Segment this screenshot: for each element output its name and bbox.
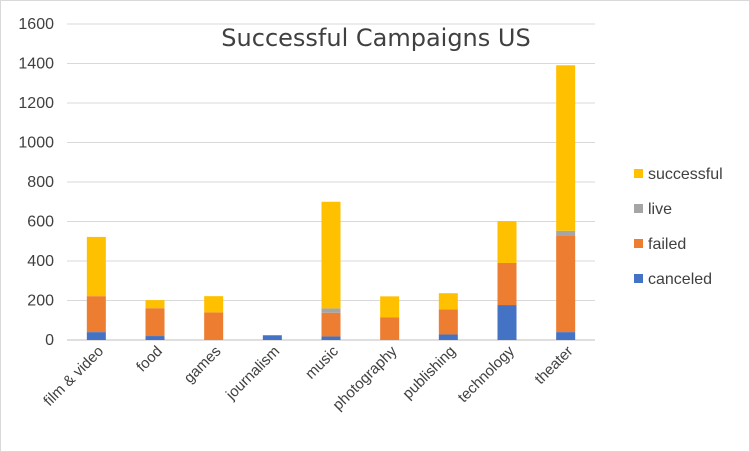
y-tick-label: 1600 — [18, 16, 54, 33]
legend-label-failed: failed — [648, 236, 686, 253]
bar-segment-successful — [145, 300, 165, 309]
legend-swatch-successful — [634, 169, 643, 178]
bar-segment-canceled — [86, 332, 106, 340]
chart-title: Successful Campaigns US — [221, 24, 530, 52]
bar-segment-canceled — [556, 332, 576, 340]
y-tick-label: 800 — [27, 174, 54, 191]
y-tick-label: 1400 — [18, 56, 54, 73]
bar-segment-failed — [204, 312, 224, 340]
legend-label-canceled: canceled — [648, 271, 712, 288]
bar-segment-successful — [556, 65, 576, 231]
legend-swatch-live — [634, 204, 643, 213]
y-tick-label: 1200 — [18, 95, 54, 112]
bar-segment-failed — [380, 317, 400, 340]
bar-segment-successful — [321, 201, 341, 309]
bar-segment-successful — [497, 221, 517, 263]
y-tick-label: 400 — [27, 253, 54, 270]
bar-segment-successful — [204, 296, 224, 313]
bar-segment-live — [556, 230, 576, 236]
legend: successful live failed canceled — [634, 166, 723, 288]
bar-segment-canceled — [438, 334, 458, 340]
bar-segment-canceled — [497, 305, 517, 340]
y-tick-label: 1000 — [18, 135, 54, 152]
bar-segment-failed — [497, 262, 517, 306]
bars — [86, 65, 576, 340]
bar-segment-live — [321, 308, 341, 313]
bar-segment-successful — [438, 293, 458, 310]
legend-swatch-canceled — [634, 274, 643, 283]
legend-swatch-failed — [634, 239, 643, 248]
y-tick-label: 0 — [45, 332, 54, 349]
bar-segment-canceled — [321, 336, 341, 340]
y-tick-label: 200 — [27, 293, 54, 310]
bar-segment-canceled — [145, 336, 165, 340]
bar-segment-failed — [438, 309, 458, 335]
bar-segment-failed — [556, 235, 576, 333]
bar-segment-successful — [380, 296, 400, 318]
bar-segment-canceled — [262, 335, 282, 340]
bar-segment-failed — [145, 308, 165, 337]
bar-segment-failed — [321, 312, 341, 337]
y-axis-ticks: 0 200 400 600 800 1000 1200 1400 1600 — [18, 16, 54, 349]
legend-label-successful: successful — [648, 166, 723, 183]
legend-label-live: live — [648, 201, 672, 218]
bar-segment-failed — [86, 296, 106, 333]
bar-segment-successful — [86, 236, 106, 297]
y-tick-label: 600 — [27, 214, 54, 231]
